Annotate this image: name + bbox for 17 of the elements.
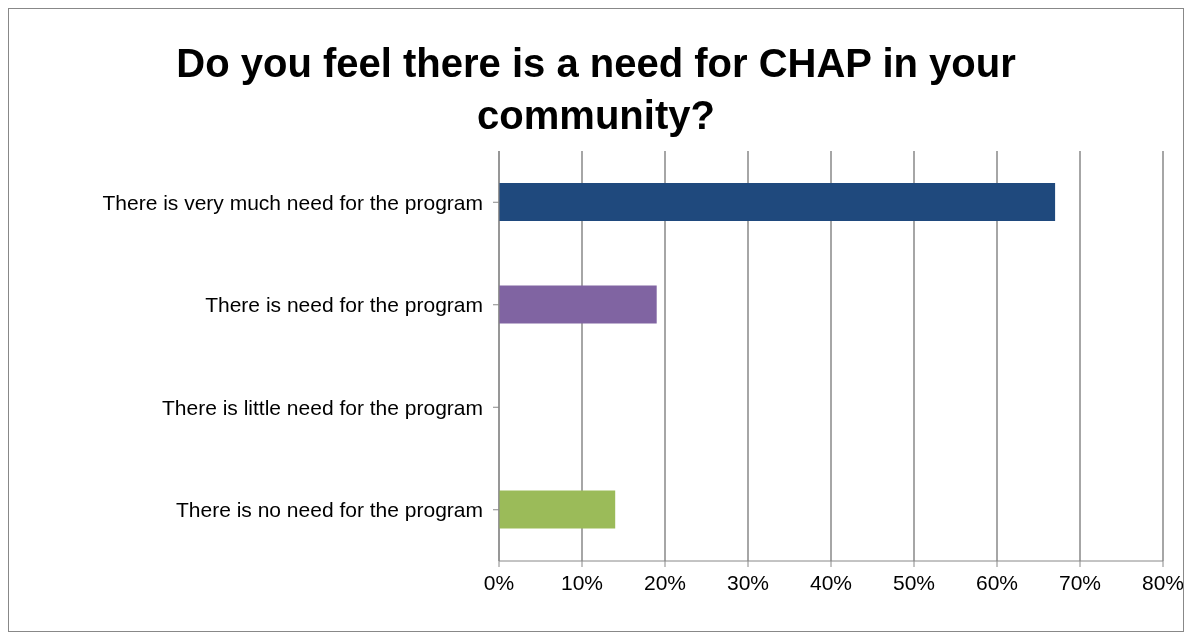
y-tick-label: There is very much need for the program: [102, 190, 483, 214]
y-tick-label: There is need for the program: [205, 293, 483, 317]
x-tick-label: 70%: [1058, 570, 1102, 594]
x-tick-label: 50%: [892, 570, 936, 594]
y-tick-label: There is no need for the program: [175, 498, 483, 522]
bar: [499, 285, 657, 324]
x-tick-label: 10%: [560, 570, 604, 594]
x-tick-label: 30%: [726, 570, 770, 594]
x-tick-label: 80%: [1141, 570, 1185, 594]
chart-title: Do you feel there is a need for CHAP in your community?: [175, 40, 1017, 139]
x-tick-label: 60%: [975, 570, 1019, 594]
x-tick-label: 40%: [809, 570, 853, 594]
bar: [499, 490, 616, 529]
x-tick-label: 20%: [643, 570, 687, 594]
x-tick-label: 0%: [483, 570, 515, 594]
bar: [499, 183, 1056, 221]
y-tick-label: There is little need for the program: [162, 395, 483, 419]
